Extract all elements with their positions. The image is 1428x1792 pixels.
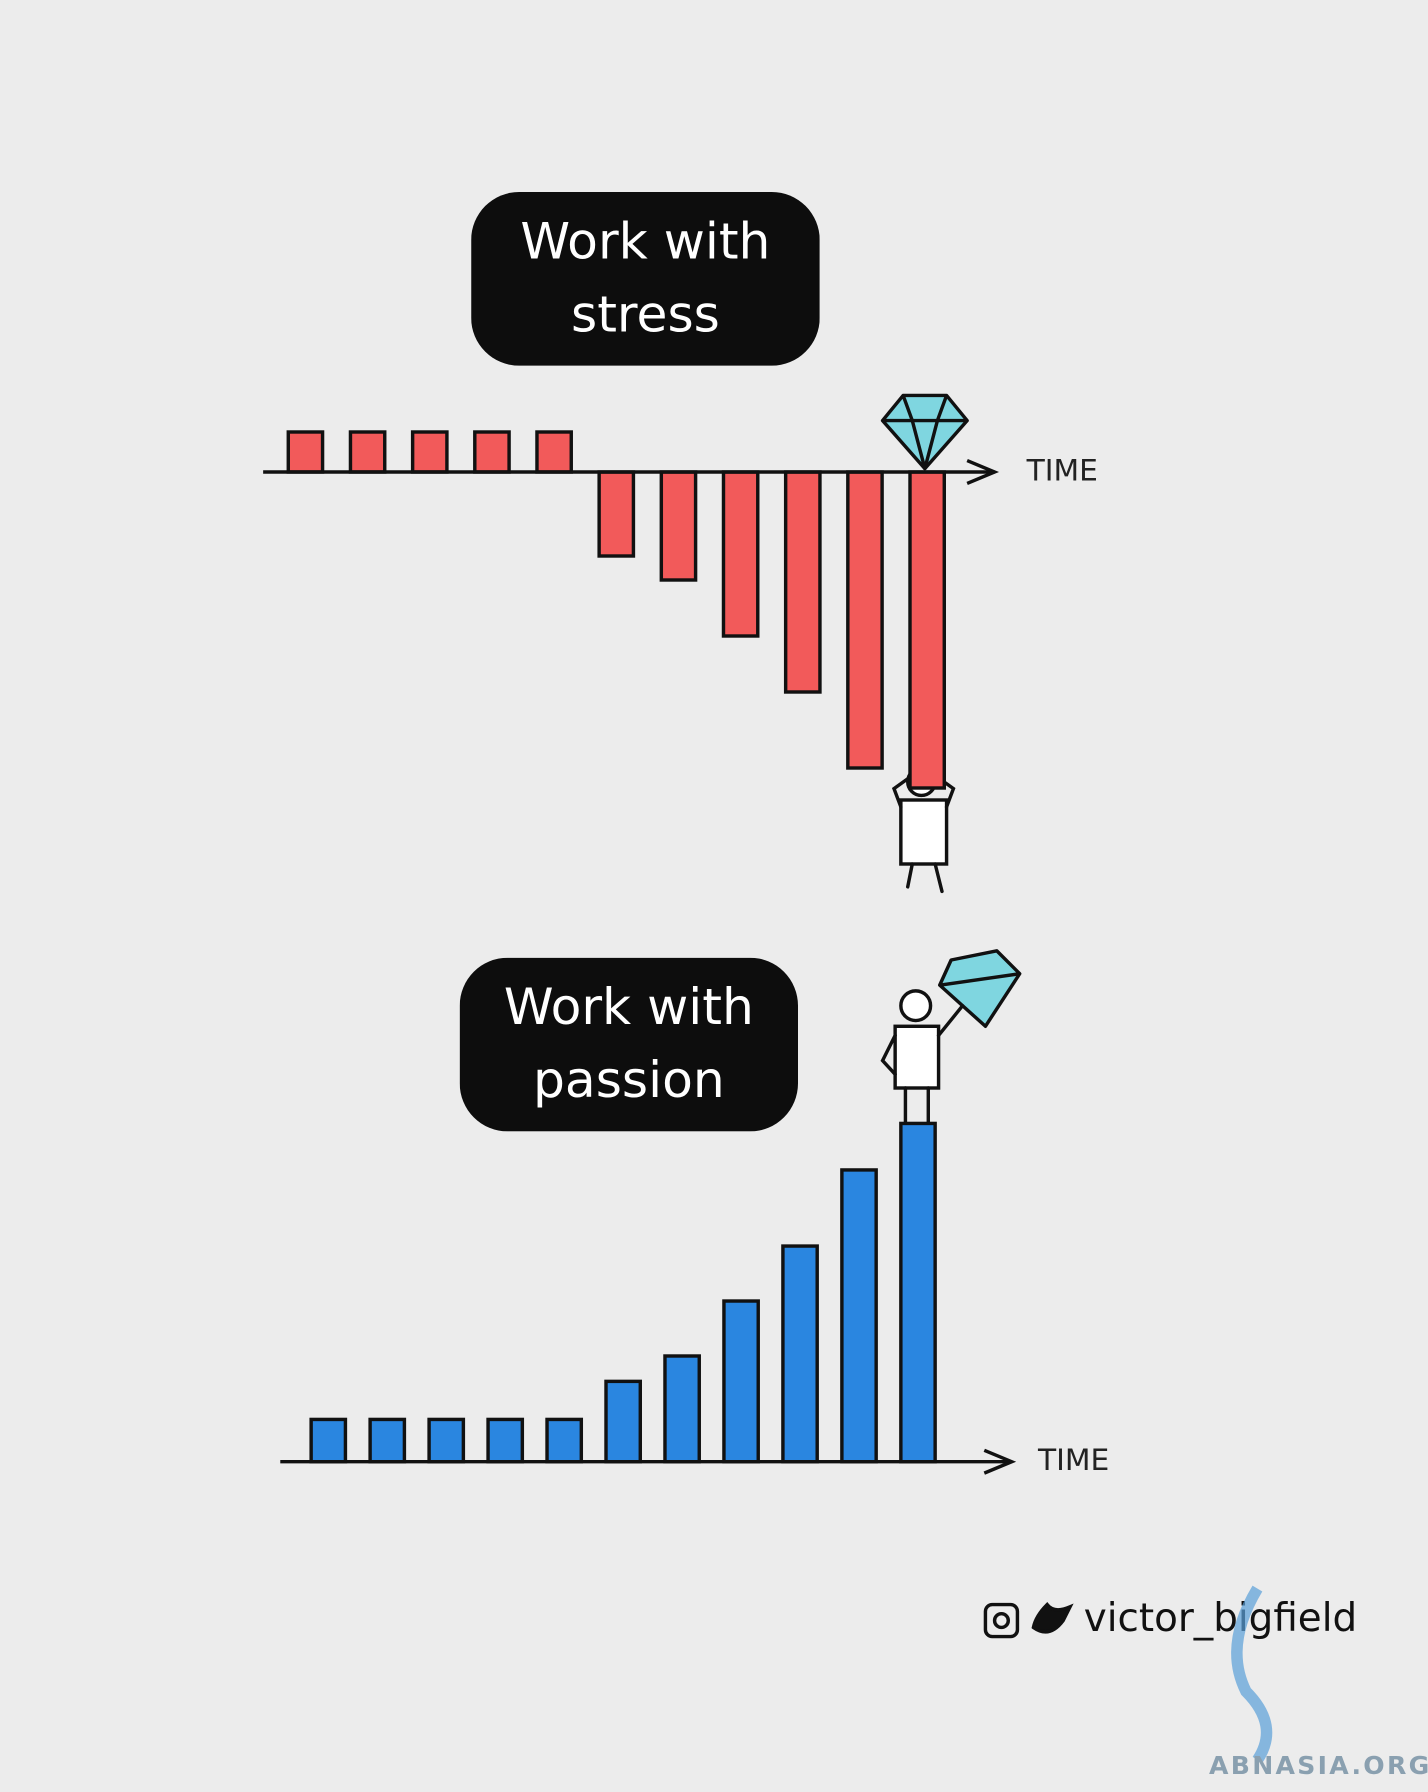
bar [722,1299,760,1464]
bar [846,470,884,770]
chart-title: Work with passion [459,957,798,1132]
x-axis-label: TIME [1037,1443,1109,1478]
bar [545,1417,584,1464]
social-icons [983,1601,1074,1639]
watermark-logo [1231,1585,1273,1764]
title-box: Work with passion [459,957,798,1132]
bar [604,1379,642,1464]
stick-figure [880,989,965,1124]
bar [410,430,449,474]
bar [535,430,573,474]
bar [486,1417,525,1464]
bar [368,1417,407,1464]
bar [348,430,387,474]
bar [908,470,946,790]
diamond [938,949,1022,1028]
bar [721,470,760,638]
axis-arrow [983,1448,1017,1475]
credit: victor_bigfield [1084,1596,1357,1641]
bar [597,470,636,558]
chart-title: Work with stress [471,192,820,366]
axis-arrow [966,458,1000,486]
title-box: Work with stress [471,192,820,366]
bar [840,1168,878,1464]
bar [309,1417,348,1464]
watermark: ABNASIA.ORG [1209,1751,1428,1780]
bar [473,430,511,474]
bar [781,1244,819,1464]
x-axis-label: TIME [1026,454,1098,489]
bar [663,1354,701,1464]
bar [899,1121,937,1464]
diamond [880,393,969,471]
bar [286,430,325,474]
bar [783,470,822,694]
bar [427,1417,466,1464]
bar [659,470,698,582]
